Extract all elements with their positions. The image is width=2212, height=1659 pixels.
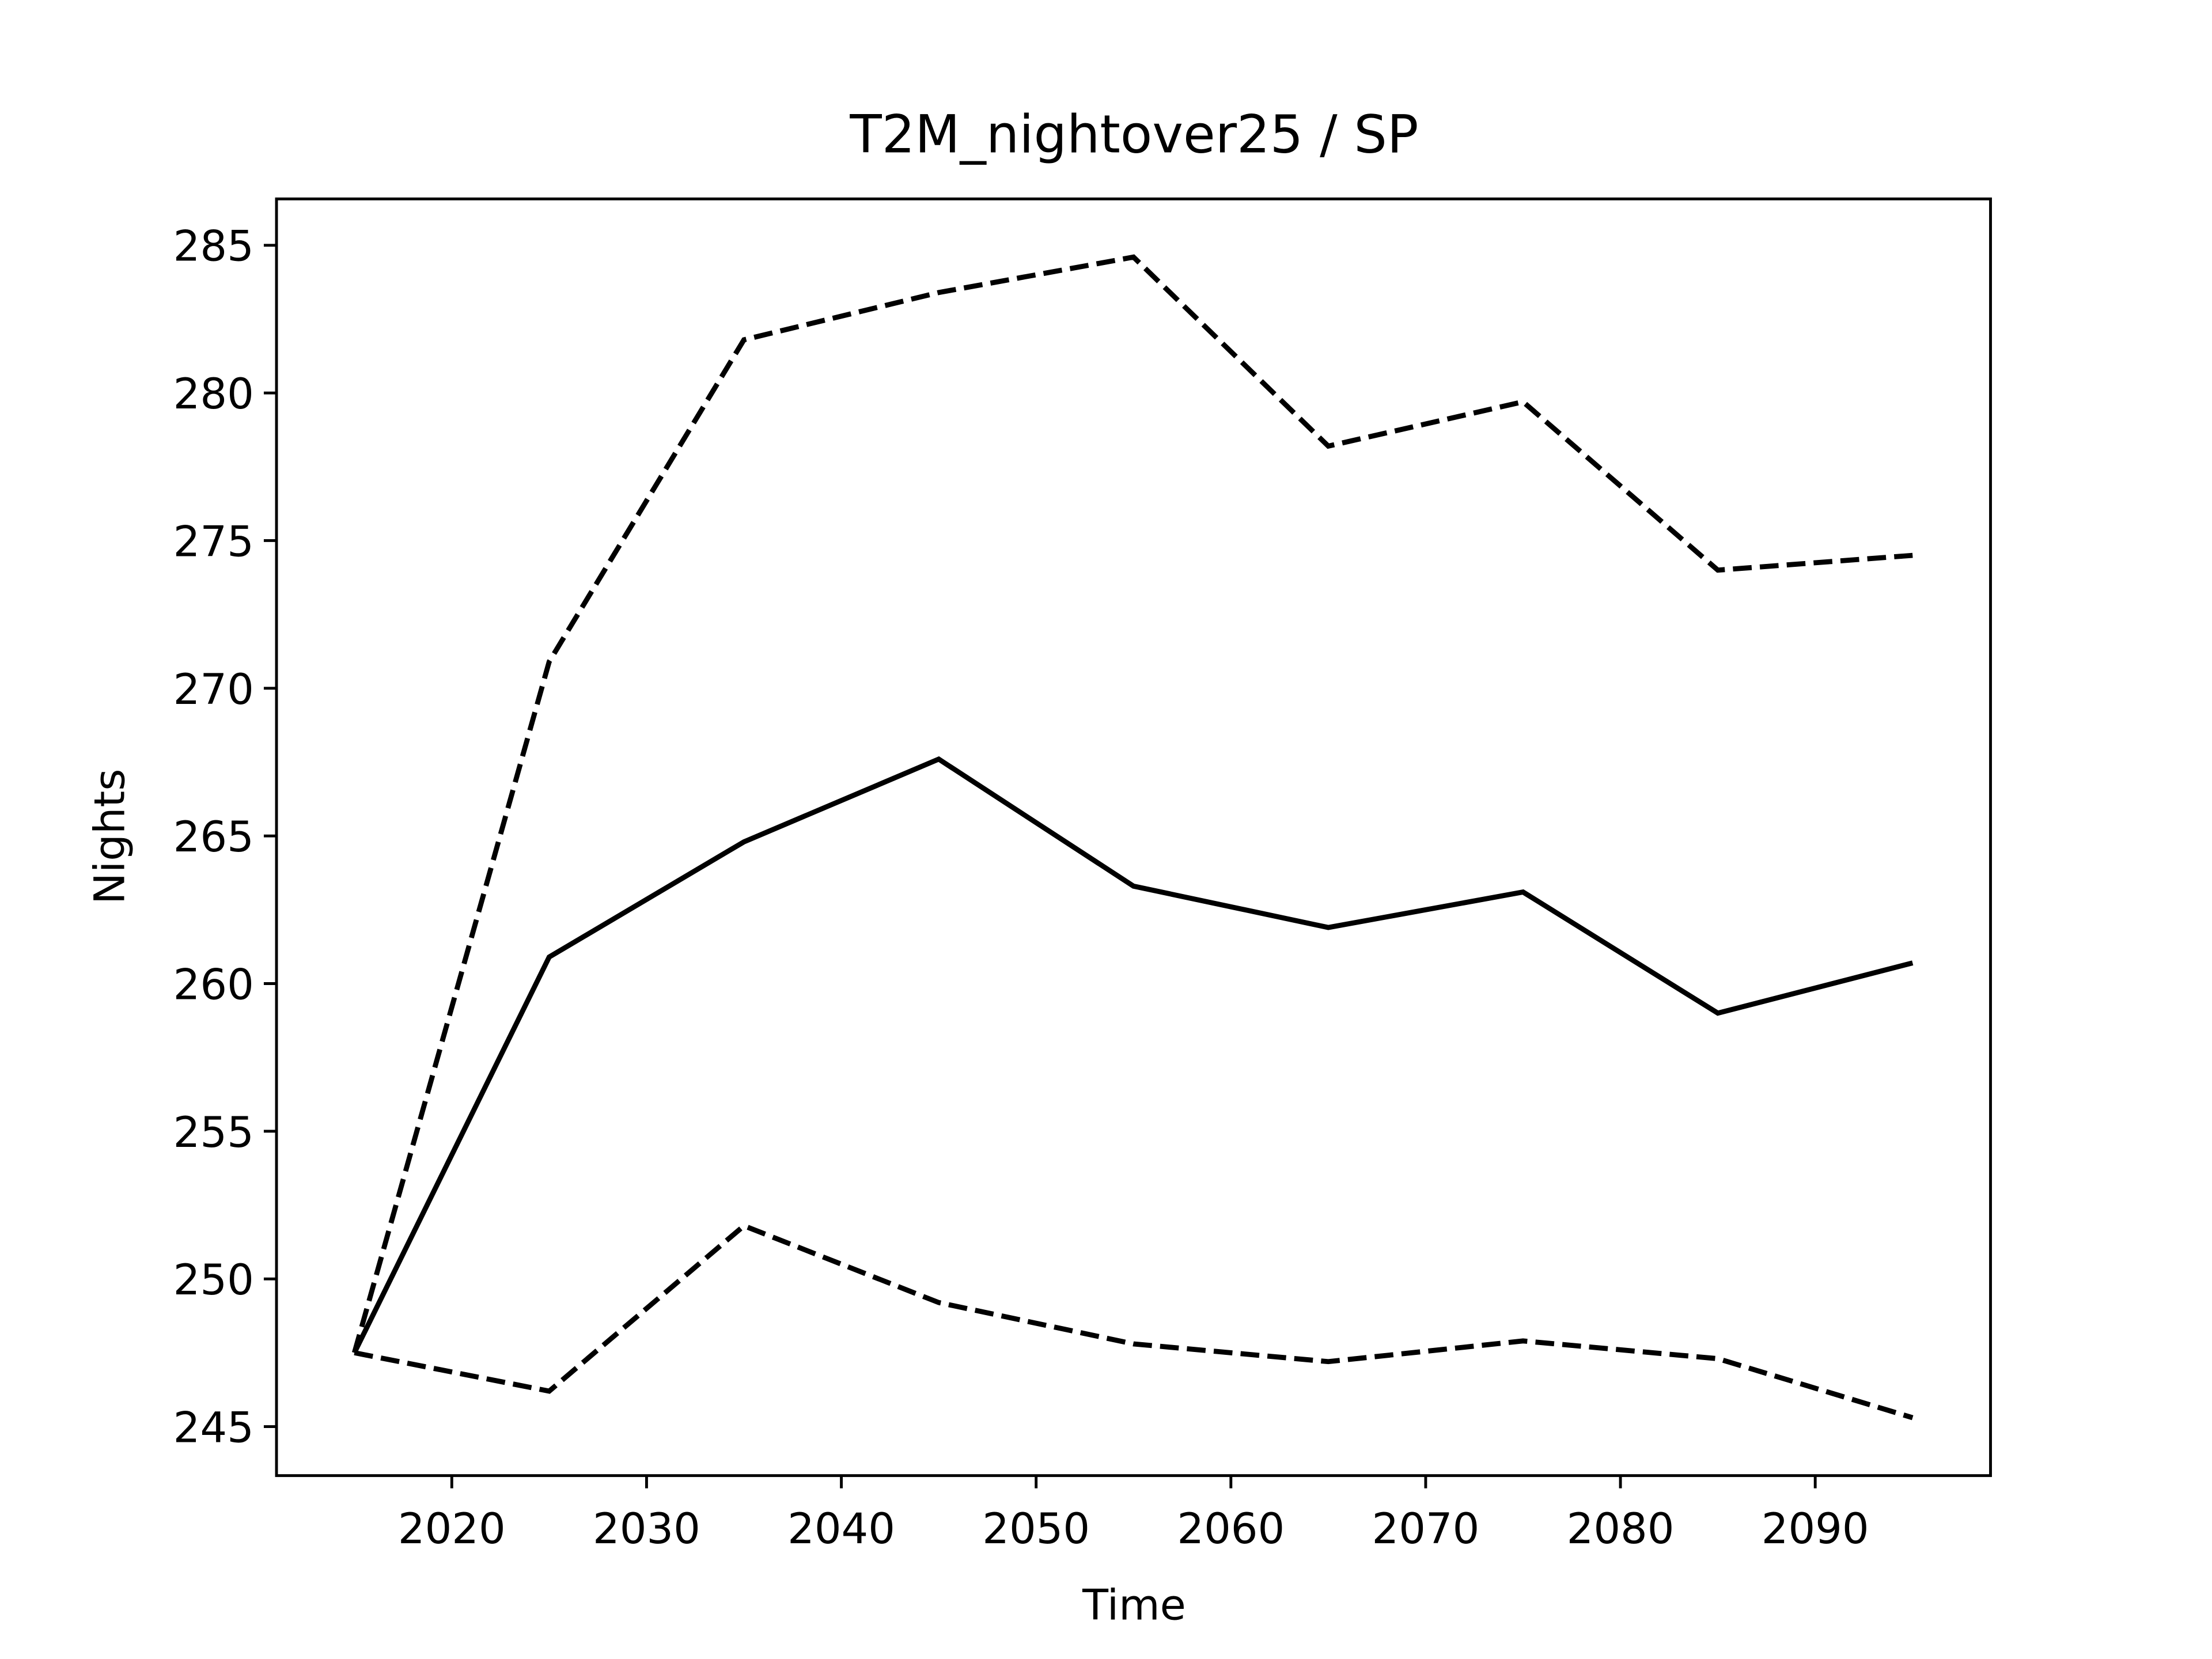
x-axis-label: Time [1082, 1581, 1186, 1630]
plot-frame [275, 197, 1992, 1478]
chart-title: T2M_nightover25 / SP [849, 104, 1418, 165]
y-tick-label: 255 [173, 1108, 254, 1157]
x-tick-label: 2070 [1372, 1505, 1479, 1554]
x-tick-label: 2060 [1177, 1505, 1285, 1554]
y-axis-label: Nights [86, 768, 135, 904]
y-tick-label: 265 [173, 813, 254, 862]
y-tick-label: 270 [173, 665, 254, 714]
line-series [354, 1222, 1914, 1421]
y-tick-label: 285 [173, 222, 254, 271]
y-tick-label: 250 [173, 1256, 254, 1305]
x-tick-label: 2030 [593, 1505, 700, 1554]
x-tick-label: 2040 [787, 1505, 895, 1554]
x-tick-label: 2090 [1762, 1505, 1869, 1554]
y-tick-label: 275 [173, 517, 254, 566]
x-tick-label: 2050 [982, 1505, 1090, 1554]
x-tick-label: 2080 [1567, 1505, 1675, 1554]
line-series [352, 756, 1914, 1354]
y-tick-label: 245 [173, 1403, 254, 1452]
line-series [352, 254, 1913, 1354]
y-tick-label: 280 [173, 370, 254, 419]
y-tick-label: 260 [173, 960, 254, 1009]
x-tick-label: 2020 [398, 1505, 506, 1554]
